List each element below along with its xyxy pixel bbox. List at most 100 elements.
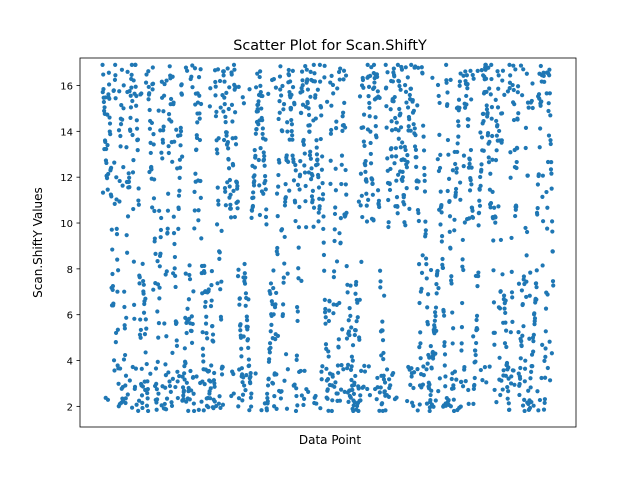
data-point [464, 102, 469, 107]
data-point [475, 68, 480, 74]
data-point [233, 142, 239, 147]
data-point [290, 84, 296, 90]
data-point [178, 133, 183, 138]
data-point [504, 344, 509, 350]
data-point [540, 219, 546, 224]
data-point [211, 378, 217, 383]
data-point [172, 139, 177, 144]
data-point [143, 350, 148, 355]
data-point [216, 202, 221, 207]
data-point [540, 173, 545, 178]
data-point [525, 173, 530, 178]
data-point [510, 295, 515, 300]
data-point [144, 361, 149, 367]
data-point [378, 279, 383, 284]
data-point [465, 81, 470, 87]
data-point [419, 286, 424, 292]
data-point [286, 67, 291, 73]
data-point [260, 118, 265, 123]
y-tick-label: 4 [67, 357, 73, 368]
data-point [391, 370, 396, 376]
data-point [531, 339, 536, 344]
data-point [313, 93, 318, 98]
data-point [123, 400, 128, 406]
data-point [401, 193, 407, 198]
data-point [335, 363, 341, 368]
data-point [367, 100, 372, 106]
data-point [326, 318, 331, 324]
data-point [277, 160, 282, 165]
data-point [146, 69, 151, 74]
data-point [474, 340, 479, 346]
data-point [399, 67, 405, 72]
data-point [167, 64, 172, 69]
data-point [183, 271, 188, 276]
data-point [301, 137, 306, 143]
data-point [134, 93, 139, 99]
data-point [248, 380, 253, 386]
data-point [196, 208, 201, 213]
data-point [147, 91, 152, 96]
data-point [442, 340, 447, 345]
data-point [518, 356, 523, 361]
data-point [127, 89, 132, 94]
data-point [357, 297, 362, 302]
data-point [321, 252, 327, 258]
data-point [148, 371, 153, 376]
x-axis-label: Data Point [299, 433, 362, 447]
data-point [534, 285, 539, 290]
data-point [424, 262, 429, 267]
data-point [455, 141, 460, 146]
data-point [535, 212, 540, 217]
data-point [434, 328, 439, 333]
data-point [445, 188, 450, 194]
data-point [466, 117, 471, 122]
data-point [535, 182, 541, 187]
data-point [404, 165, 410, 170]
data-point [448, 246, 453, 251]
data-point [397, 83, 402, 89]
data-point [385, 70, 390, 75]
data-point [519, 343, 524, 349]
data-point [471, 401, 476, 406]
data-point [186, 408, 191, 413]
data-point [261, 191, 266, 196]
data-point [217, 78, 223, 84]
data-point [145, 379, 150, 384]
data-point [191, 391, 196, 396]
data-point [275, 214, 280, 219]
data-point [311, 205, 317, 210]
data-point [266, 91, 271, 96]
data-point [155, 282, 161, 287]
data-point [194, 135, 200, 141]
data-point [226, 157, 231, 162]
data-point [366, 84, 372, 89]
data-point [345, 362, 351, 367]
data-point [487, 364, 492, 369]
data-point [447, 229, 452, 234]
data-point [118, 144, 123, 149]
data-point [388, 166, 393, 172]
data-point [285, 367, 290, 372]
data-point [204, 314, 209, 319]
data-point [208, 303, 214, 309]
data-point [218, 105, 223, 110]
data-point [159, 79, 164, 84]
data-point [208, 386, 213, 391]
data-point [451, 326, 456, 331]
data-point [174, 320, 179, 325]
data-point [438, 189, 443, 194]
data-point [328, 158, 333, 163]
data-point [241, 375, 246, 380]
data-point [541, 407, 547, 412]
data-point [181, 393, 186, 398]
data-point [429, 366, 434, 371]
data-point [392, 74, 397, 79]
data-point [484, 103, 489, 108]
data-point [459, 325, 465, 330]
data-point [332, 227, 337, 232]
data-point [280, 129, 285, 134]
data-point [157, 285, 162, 290]
data-point [457, 105, 462, 110]
data-point [140, 384, 145, 389]
